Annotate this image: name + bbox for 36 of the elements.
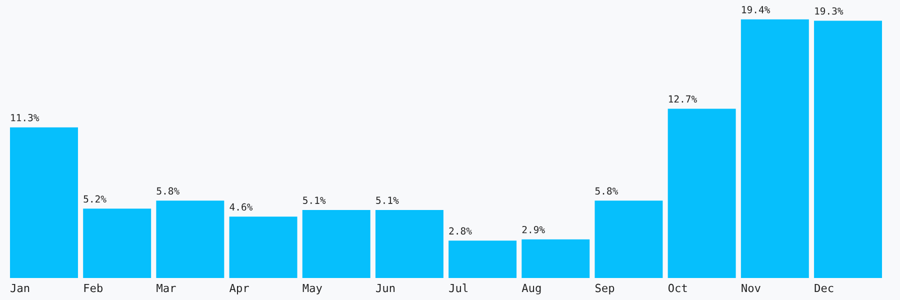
x-tick-label: Feb [84, 284, 103, 292]
bar [522, 239, 590, 278]
x-tick-label: May [302, 284, 322, 294]
data-label: 12.7% [669, 95, 697, 103]
x-tick-label: Jul [449, 284, 468, 292]
bar [10, 127, 78, 278]
data-label: 19.4% [742, 6, 770, 14]
data-label: 5.2% [84, 195, 106, 203]
bar [229, 216, 298, 278]
bar [594, 200, 663, 278]
x-tick-label: Mar [156, 284, 176, 292]
x-tick-label: Jun [376, 284, 395, 292]
bar [448, 240, 517, 278]
data-label: 2.9% [522, 226, 545, 234]
data-label: 5.1% [303, 196, 326, 204]
data-label: 4.6% [230, 203, 253, 211]
bar [740, 19, 809, 278]
bar [302, 210, 370, 278]
x-tick-label: Jan [10, 284, 30, 292]
x-tick-label: Apr [229, 284, 249, 294]
bar [375, 210, 444, 278]
data-label: 11.3% [11, 114, 40, 122]
bar [156, 200, 224, 278]
x-tick-label: Nov [742, 284, 760, 292]
data-label: 5.8% [156, 187, 180, 195]
data-label: 5.8% [595, 187, 618, 195]
x-tick-label: Oct [668, 284, 687, 292]
data-label: 19.3% [815, 7, 844, 15]
bar [668, 108, 736, 278]
bar [814, 20, 882, 278]
data-label: 2.8% [449, 227, 472, 235]
x-tick-label: Dec [814, 284, 834, 292]
bar [83, 208, 152, 278]
data-label: 5.1% [376, 196, 399, 204]
x-tick-label: Aug [522, 284, 541, 294]
x-tick-label: Sep [596, 284, 614, 294]
